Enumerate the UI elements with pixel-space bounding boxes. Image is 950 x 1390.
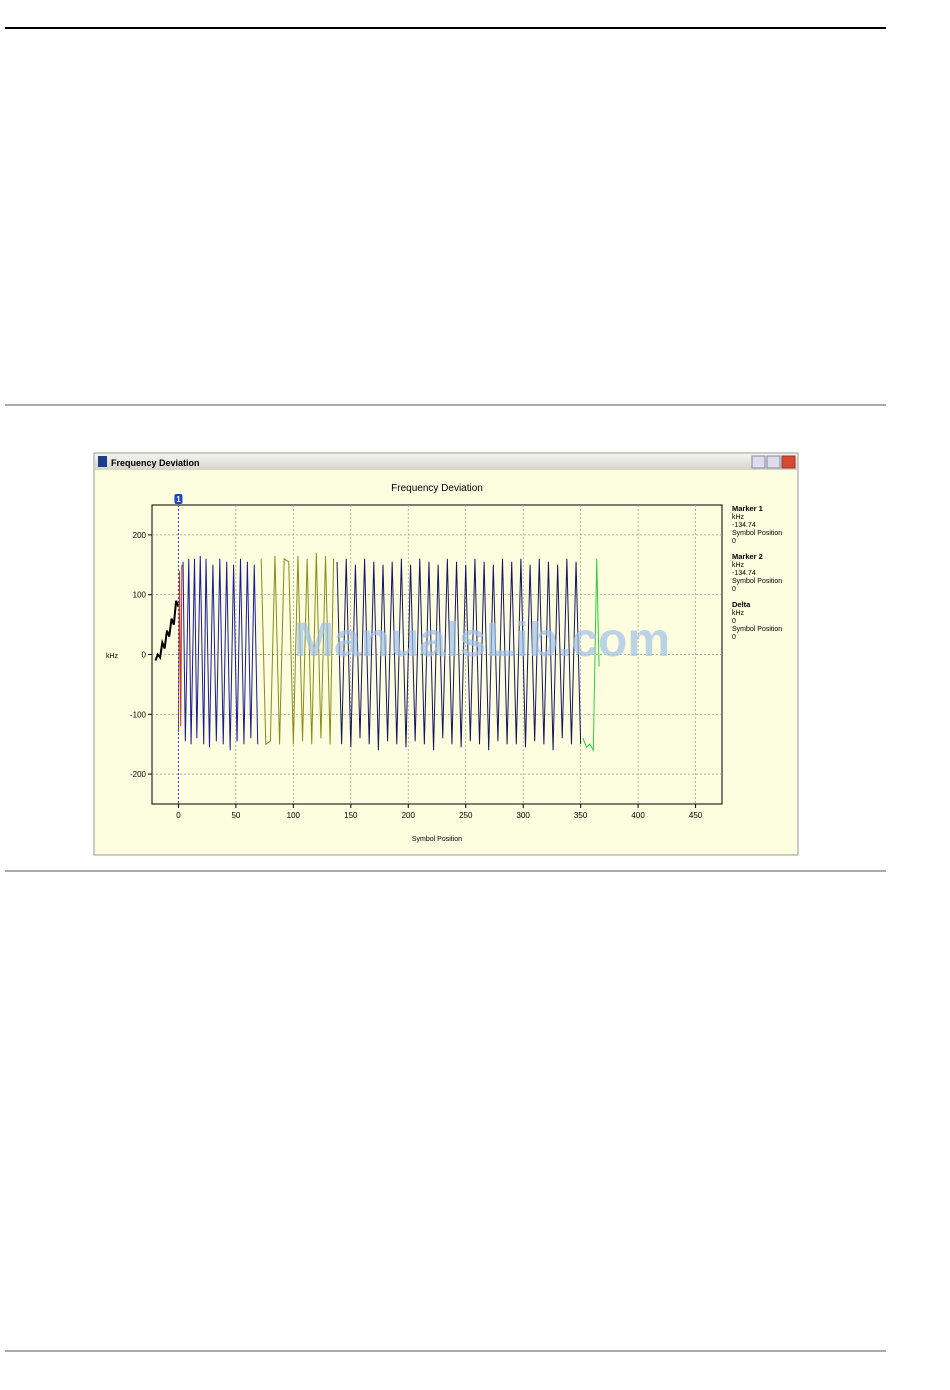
series-line — [154, 600, 180, 661]
window-title: Frequency Deviation — [111, 458, 200, 468]
x-tick-label: 350 — [574, 811, 588, 820]
chart-title: Frequency Deviation — [391, 483, 483, 494]
marker-info: Symbol Position — [732, 530, 782, 537]
x-tick-label: 150 — [344, 811, 358, 820]
x-tick-label: 100 — [287, 811, 301, 820]
marker-heading: Marker 1 — [732, 504, 763, 513]
series-line — [582, 558, 600, 752]
y-tick-label: 100 — [133, 591, 147, 600]
marker-heading: Delta — [732, 600, 751, 609]
y-tick-label: 0 — [142, 651, 147, 660]
y-tick-label: -100 — [130, 710, 147, 719]
marker-heading: Marker 2 — [732, 552, 763, 561]
marker-info: Symbol Position — [732, 626, 782, 633]
watermark: ManualsLib.com — [294, 614, 670, 667]
marker-info: 0 — [732, 618, 736, 625]
x-tick-label: 200 — [402, 811, 416, 820]
marker-info: -134.74 — [732, 522, 756, 529]
y-tick-label: -200 — [130, 770, 147, 779]
x-tick-label: 250 — [459, 811, 473, 820]
maximize-button[interactable] — [766, 455, 781, 469]
close-button[interactable] — [781, 455, 796, 469]
x-tick-label: 50 — [231, 811, 240, 820]
marker-info: 0 — [732, 586, 736, 593]
marker-info: 0 — [732, 538, 736, 545]
title-bar — [95, 454, 797, 470]
minimize-button[interactable] — [751, 455, 766, 469]
marker-info: -134.74 — [732, 570, 756, 577]
marker-info: kHz — [732, 562, 745, 569]
marker-info: Symbol Position — [732, 578, 782, 585]
y-tick-label: 200 — [133, 531, 147, 540]
marker-info: 0 — [732, 634, 736, 641]
marker-info: kHz — [732, 610, 745, 617]
chart: Frequency Deviation kHz Symbol Position -20… — [106, 483, 782, 843]
x-tick-label: 0 — [176, 811, 181, 820]
x-tick-label: 450 — [689, 811, 703, 820]
app-icon — [98, 456, 107, 467]
series-line — [182, 555, 259, 751]
series-line — [336, 558, 582, 751]
series-line — [177, 564, 183, 733]
marker-flag — [174, 494, 183, 504]
marker-info: kHz — [732, 514, 745, 521]
x-tick-label: 300 — [517, 811, 531, 820]
marker-label: 1 — [176, 495, 181, 504]
x-tick-label: 400 — [631, 811, 645, 820]
series-line — [260, 552, 335, 746]
y-axis-label: kHz — [106, 653, 119, 660]
x-axis-label: Symbol Position — [412, 836, 462, 843]
